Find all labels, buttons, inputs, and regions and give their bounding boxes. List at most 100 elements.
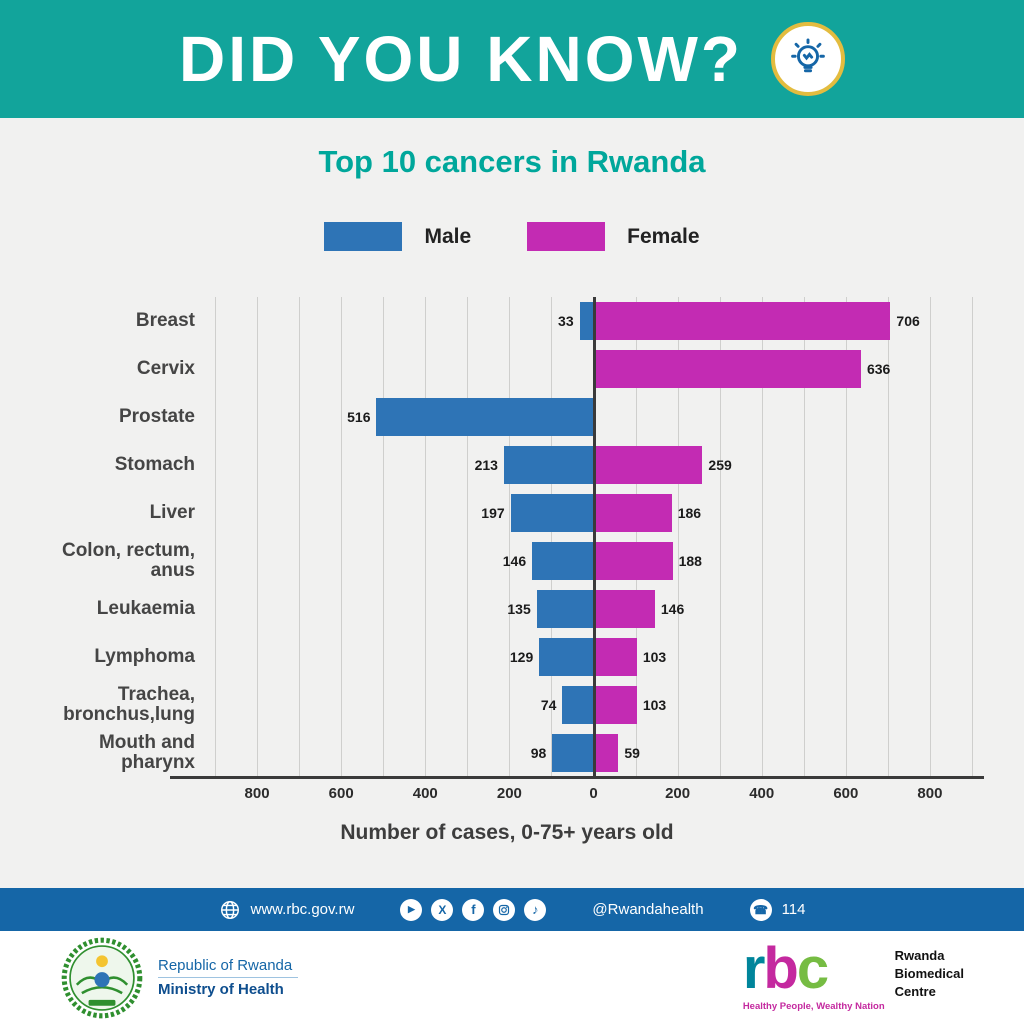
female-bar: [593, 542, 673, 580]
zero-line: [592, 297, 596, 777]
category-label: Leukaemia: [96, 598, 195, 620]
gridline: [299, 297, 301, 777]
diverging-bar-chart: Breast 33 706 Cervix 636 Prostate 516 Stomach 21…: [30, 297, 984, 845]
male-bar: [539, 638, 594, 676]
chart-row: Prostate 516: [30, 393, 984, 441]
chart-title: Top 10 cancers in Rwanda: [318, 144, 706, 179]
male-value-label: 135: [507, 601, 531, 617]
x-axis-tick-label: 800: [917, 785, 943, 802]
male-bar: [562, 686, 594, 724]
gridline: [215, 297, 216, 777]
gridline: [383, 297, 385, 777]
x-axis-tick-label: 600: [328, 785, 354, 802]
category-label: Prostate: [118, 406, 195, 428]
female-bar: [593, 734, 619, 772]
chart-gridlines: [215, 297, 973, 777]
gridline: [887, 297, 889, 777]
row-plot: 74 103: [215, 681, 972, 729]
female-bar: [593, 494, 672, 532]
gridline: [803, 297, 805, 777]
gridline: [761, 297, 763, 777]
gridline: [929, 297, 931, 777]
male-bar: [532, 542, 594, 580]
category-label: Stomach: [114, 454, 195, 476]
phone-number: 114: [781, 901, 806, 918]
x-axis-tick-label: 0: [589, 785, 598, 802]
chart-row: Mouth and pharynx 98 59: [30, 729, 984, 777]
gridline: [635, 297, 637, 777]
female-value-label: 103: [642, 649, 667, 665]
rbc-tagline: Healthy People, Wealthy Nation: [742, 1001, 885, 1013]
lightbulb-icon: [771, 22, 846, 96]
male-value-label: 98: [530, 745, 547, 761]
x-axis-tick-label: 400: [749, 785, 775, 802]
male-bar: [552, 734, 594, 772]
gridline: [467, 297, 469, 777]
bottom-strip: Republic of Rwanda Ministry of Health rb…: [0, 931, 1024, 1024]
phone-group: ☎ 114: [749, 898, 806, 921]
x-axis-tick-label: 200: [665, 785, 691, 802]
ministry-of-health-text: Ministry of Health: [158, 981, 284, 998]
male-bar: [376, 398, 594, 436]
female-value-label: 186: [677, 505, 702, 521]
male-bar: [510, 494, 594, 532]
rbc-name: Rwanda Biomedical Centre: [894, 947, 964, 999]
female-legend-label: Female: [627, 224, 700, 248]
female-bar: [593, 638, 637, 676]
rbc-logo-block: rbc Healthy People, Wealthy Nation Rwand…: [742, 939, 964, 1013]
male-value-label: 213: [474, 457, 498, 473]
website-group: www.rbc.gov.rw: [219, 899, 355, 921]
row-plot: 129 103: [215, 633, 972, 681]
row-plot: 98 59: [215, 729, 972, 777]
social-handle: @Rwandahealth: [592, 901, 704, 918]
male-bar: [579, 302, 594, 340]
gridline: [257, 297, 259, 777]
gridline: [972, 297, 973, 777]
globe-icon: [220, 900, 239, 919]
row-plot: 135 146: [215, 585, 972, 633]
chart-row: Cervix 636: [30, 345, 984, 393]
social-icons: ▶ X f ♪: [400, 898, 547, 921]
chart-row: Lymphoma 129 103: [30, 633, 984, 681]
male-bar: [536, 590, 594, 628]
female-bar: [593, 686, 637, 724]
male-value-label: 33: [558, 313, 574, 329]
x-axis-tick-label: 200: [496, 785, 522, 802]
chart-legend: Male Female: [0, 222, 1024, 251]
gridline: [845, 297, 847, 777]
x-icon: X: [431, 898, 454, 921]
male-value-label: 74: [540, 697, 557, 713]
x-axis-tick-label: 400: [412, 785, 438, 802]
x-axis-tick-label: 600: [833, 785, 859, 802]
x-axis-line: [170, 776, 984, 779]
website-text: www.rbc.gov.rw: [250, 901, 355, 918]
male-legend-label: Male: [424, 224, 472, 248]
gridline: [677, 297, 679, 777]
chart-rows: Breast 33 706 Cervix 636 Prostate 516 Stomach 21…: [30, 297, 984, 777]
gridline: [509, 297, 511, 777]
instagram-icon: [493, 898, 516, 921]
chart-row: Liver 197 186: [30, 489, 984, 537]
female-value-label: 146: [660, 601, 685, 617]
category-label: Liver: [149, 502, 195, 524]
female-swatch: [527, 222, 606, 251]
gov-divider: [158, 977, 298, 978]
chart-row: Stomach 213 259: [30, 441, 984, 489]
banner-title: DID YOU KNOW?: [178, 23, 744, 95]
rwanda-coat-of-arms-logo: [61, 937, 143, 1018]
female-bar: [593, 302, 891, 340]
male-value-label: 146: [502, 553, 527, 569]
legend-item-male: Male: [324, 222, 471, 251]
footer-bar: www.rbc.gov.rw ▶ X f ♪ @Rwandahealth ☎ 1…: [0, 888, 1024, 931]
category-label: Mouth and pharynx: [98, 732, 195, 773]
x-axis-tick-label: 800: [244, 785, 270, 802]
female-value-label: 706: [896, 313, 920, 329]
gridline: [551, 297, 553, 777]
male-value-label: 129: [509, 649, 534, 665]
category-label: Colon, rectum, anus: [61, 540, 195, 581]
tiktok-icon: ♪: [524, 898, 547, 921]
x-axis-ticks: 800 600 400 200 0 200 400 600 800: [215, 777, 972, 807]
category-label: Trachea, bronchus,lung: [63, 684, 195, 725]
banner: DID YOU KNOW?: [0, 0, 1024, 118]
row-plot: 636: [215, 345, 972, 393]
